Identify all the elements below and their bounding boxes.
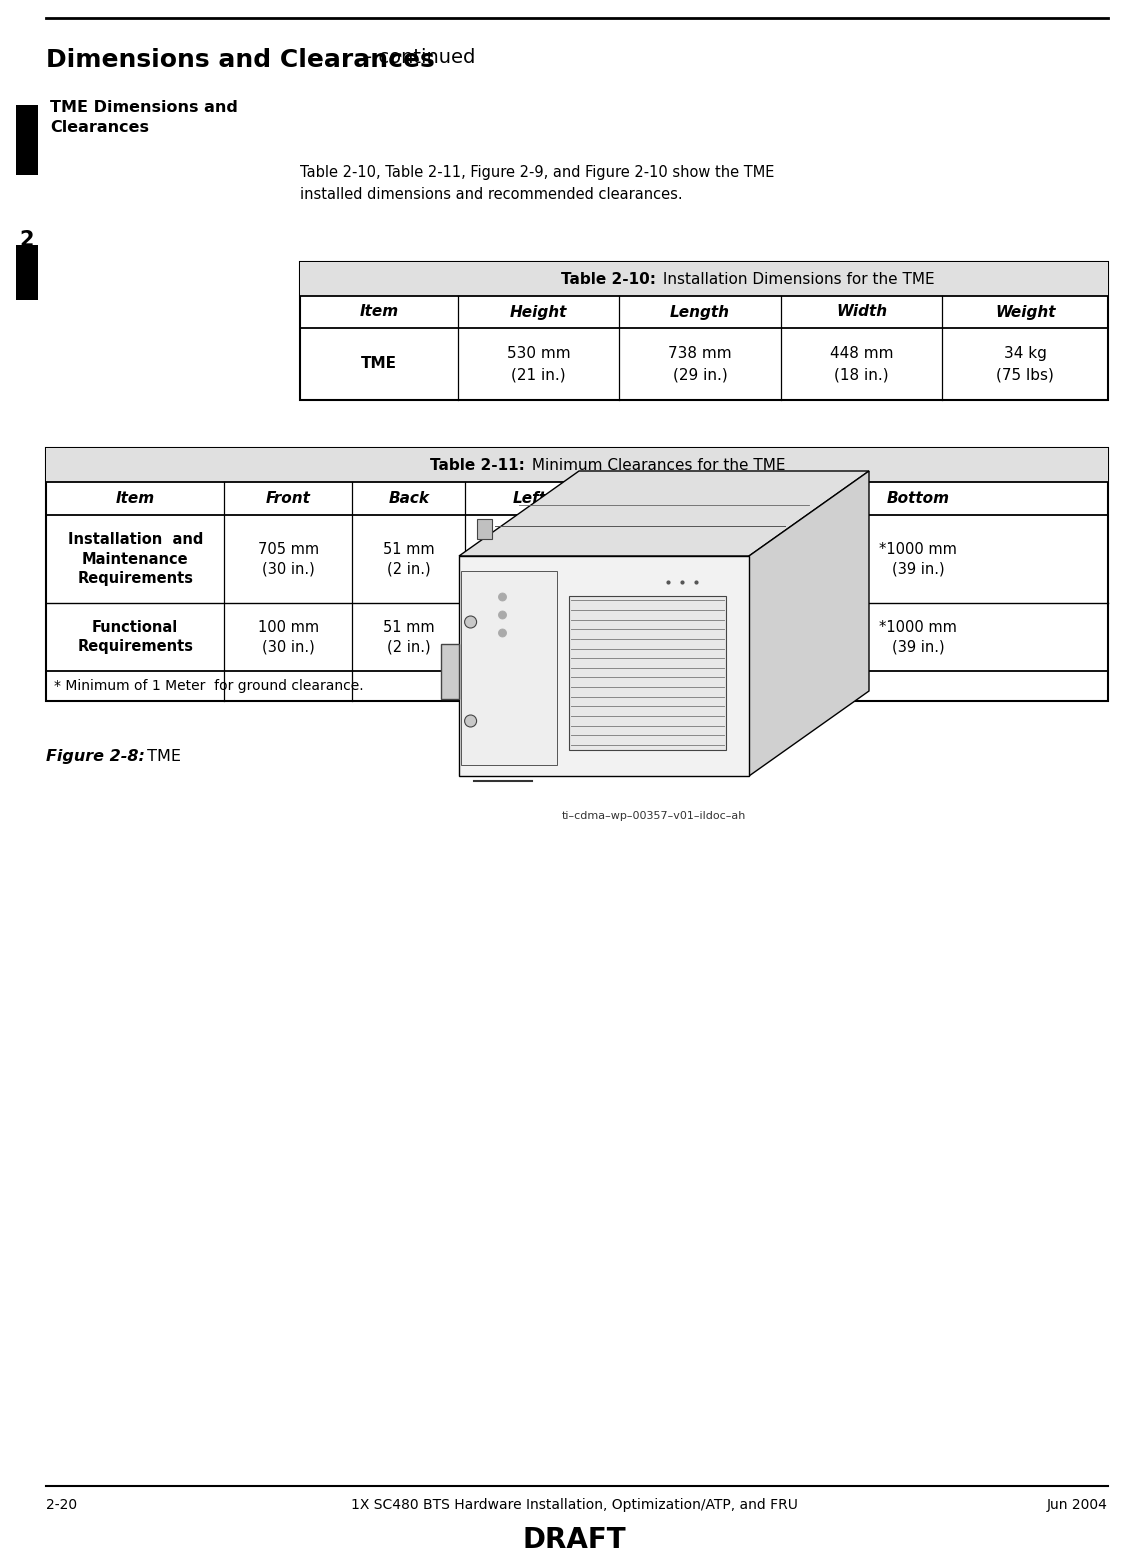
Bar (461, 572, 557, 766)
Text: 738 mm
(29 in.): 738 mm (29 in.) (668, 346, 731, 382)
Text: Length: Length (670, 304, 730, 319)
Text: TME: TME (142, 749, 181, 764)
Text: – continued: – continued (356, 49, 475, 67)
Circle shape (465, 716, 476, 727)
Text: Functional
Requirements: Functional Requirements (77, 620, 193, 655)
Polygon shape (748, 471, 869, 777)
Text: 51 mm
(2 in.): 51 mm (2 in.) (383, 542, 434, 576)
Text: Weight: Weight (995, 304, 1055, 319)
Polygon shape (459, 471, 869, 556)
Bar (300, 262, 1108, 399)
Text: Width: Width (836, 304, 887, 319)
Text: *1000 mm
(39 in.): *1000 mm (39 in.) (879, 620, 956, 655)
Text: 448 mm
(18 in.): 448 mm (18 in.) (830, 346, 893, 382)
Text: Dimensions and Clearances: Dimensions and Clearances (46, 49, 435, 72)
Text: TME: TME (360, 357, 397, 371)
Bar (16, 105, 38, 175)
Polygon shape (478, 518, 492, 539)
Text: Table 2-11:: Table 2-11: (430, 457, 525, 473)
Text: TME Dimensions and
Clearances: TME Dimensions and Clearances (51, 100, 238, 135)
Text: Jun 2004: Jun 2004 (1047, 1499, 1108, 1513)
Text: Item: Item (359, 304, 398, 319)
Text: Item: Item (116, 492, 155, 506)
Text: 600 mm
(24 in.: 600 mm (24 in. (498, 542, 560, 576)
Text: Installation  and
Maintenance
Requirements: Installation and Maintenance Requirement… (68, 532, 203, 586)
Text: 600 mm
(24 in.): 600 mm (24 in.) (626, 542, 688, 576)
Text: Left: Left (512, 492, 546, 506)
Text: 80 mm
(3 in.): 80 mm (3 in.) (751, 542, 804, 576)
Text: Front: Front (265, 492, 311, 506)
Text: Minimum Clearances for the TME: Minimum Clearances for the TME (527, 457, 785, 473)
Circle shape (498, 594, 506, 601)
Text: 2-20: 2-20 (46, 1499, 77, 1513)
Circle shape (498, 630, 506, 637)
Text: Table 2-10, Table 2-11, Figure 2-9, and Figure 2-10 show the TME
installed dimen: Table 2-10, Table 2-11, Figure 2-9, and … (300, 164, 775, 202)
Circle shape (498, 611, 506, 619)
Text: 1X SC480 BTS Hardware Installation, Optimization/ATP, and FRU: 1X SC480 BTS Hardware Installation, Opti… (350, 1499, 798, 1513)
Polygon shape (459, 556, 748, 777)
Bar (441, 644, 459, 698)
Text: Height: Height (510, 304, 567, 319)
Text: Bottom: Bottom (886, 492, 949, 506)
Text: 34 kg
(75 lbs): 34 kg (75 lbs) (996, 346, 1054, 382)
Text: Table 2-10:: Table 2-10: (561, 271, 656, 287)
Bar (300, 262, 1108, 296)
Text: 80 mm
(3 in.): 80 mm (3 in.) (751, 620, 804, 655)
Text: 51 mm
(2 in.): 51 mm (2 in.) (383, 620, 434, 655)
Circle shape (465, 615, 476, 628)
Text: DRAFT: DRAFT (522, 1525, 626, 1553)
Text: Right: Right (634, 492, 680, 506)
Text: 705 mm
(30 in.): 705 mm (30 in.) (257, 542, 319, 576)
Text: * Minimum of 1 Meter  for ground clearance.: * Minimum of 1 Meter for ground clearanc… (54, 680, 364, 694)
Text: Top: Top (762, 492, 792, 506)
Bar (569, 595, 726, 750)
Text: Figure 2-8:: Figure 2-8: (46, 749, 145, 764)
Bar (46, 448, 1108, 702)
Text: 2: 2 (20, 230, 34, 251)
Text: ti–cdma–wp–00357–v01–ildoc–ah: ti–cdma–wp–00357–v01–ildoc–ah (561, 811, 746, 821)
Text: 530 mm
(21 in.): 530 mm (21 in.) (506, 346, 571, 382)
Bar (46, 448, 1108, 482)
Text: Back: Back (388, 492, 429, 506)
Text: 100 mm
(30 in.): 100 mm (30 in.) (257, 620, 319, 655)
Text: 300 mm
(12 in.): 300 mm (12 in.) (626, 620, 688, 655)
Text: 300 mm
(12 in.): 300 mm (12 in.) (498, 620, 560, 655)
Bar (16, 244, 38, 301)
Text: *1000 mm
(39 in.): *1000 mm (39 in.) (879, 542, 956, 576)
Text: Installation Dimensions for the TME: Installation Dimensions for the TME (658, 271, 934, 287)
